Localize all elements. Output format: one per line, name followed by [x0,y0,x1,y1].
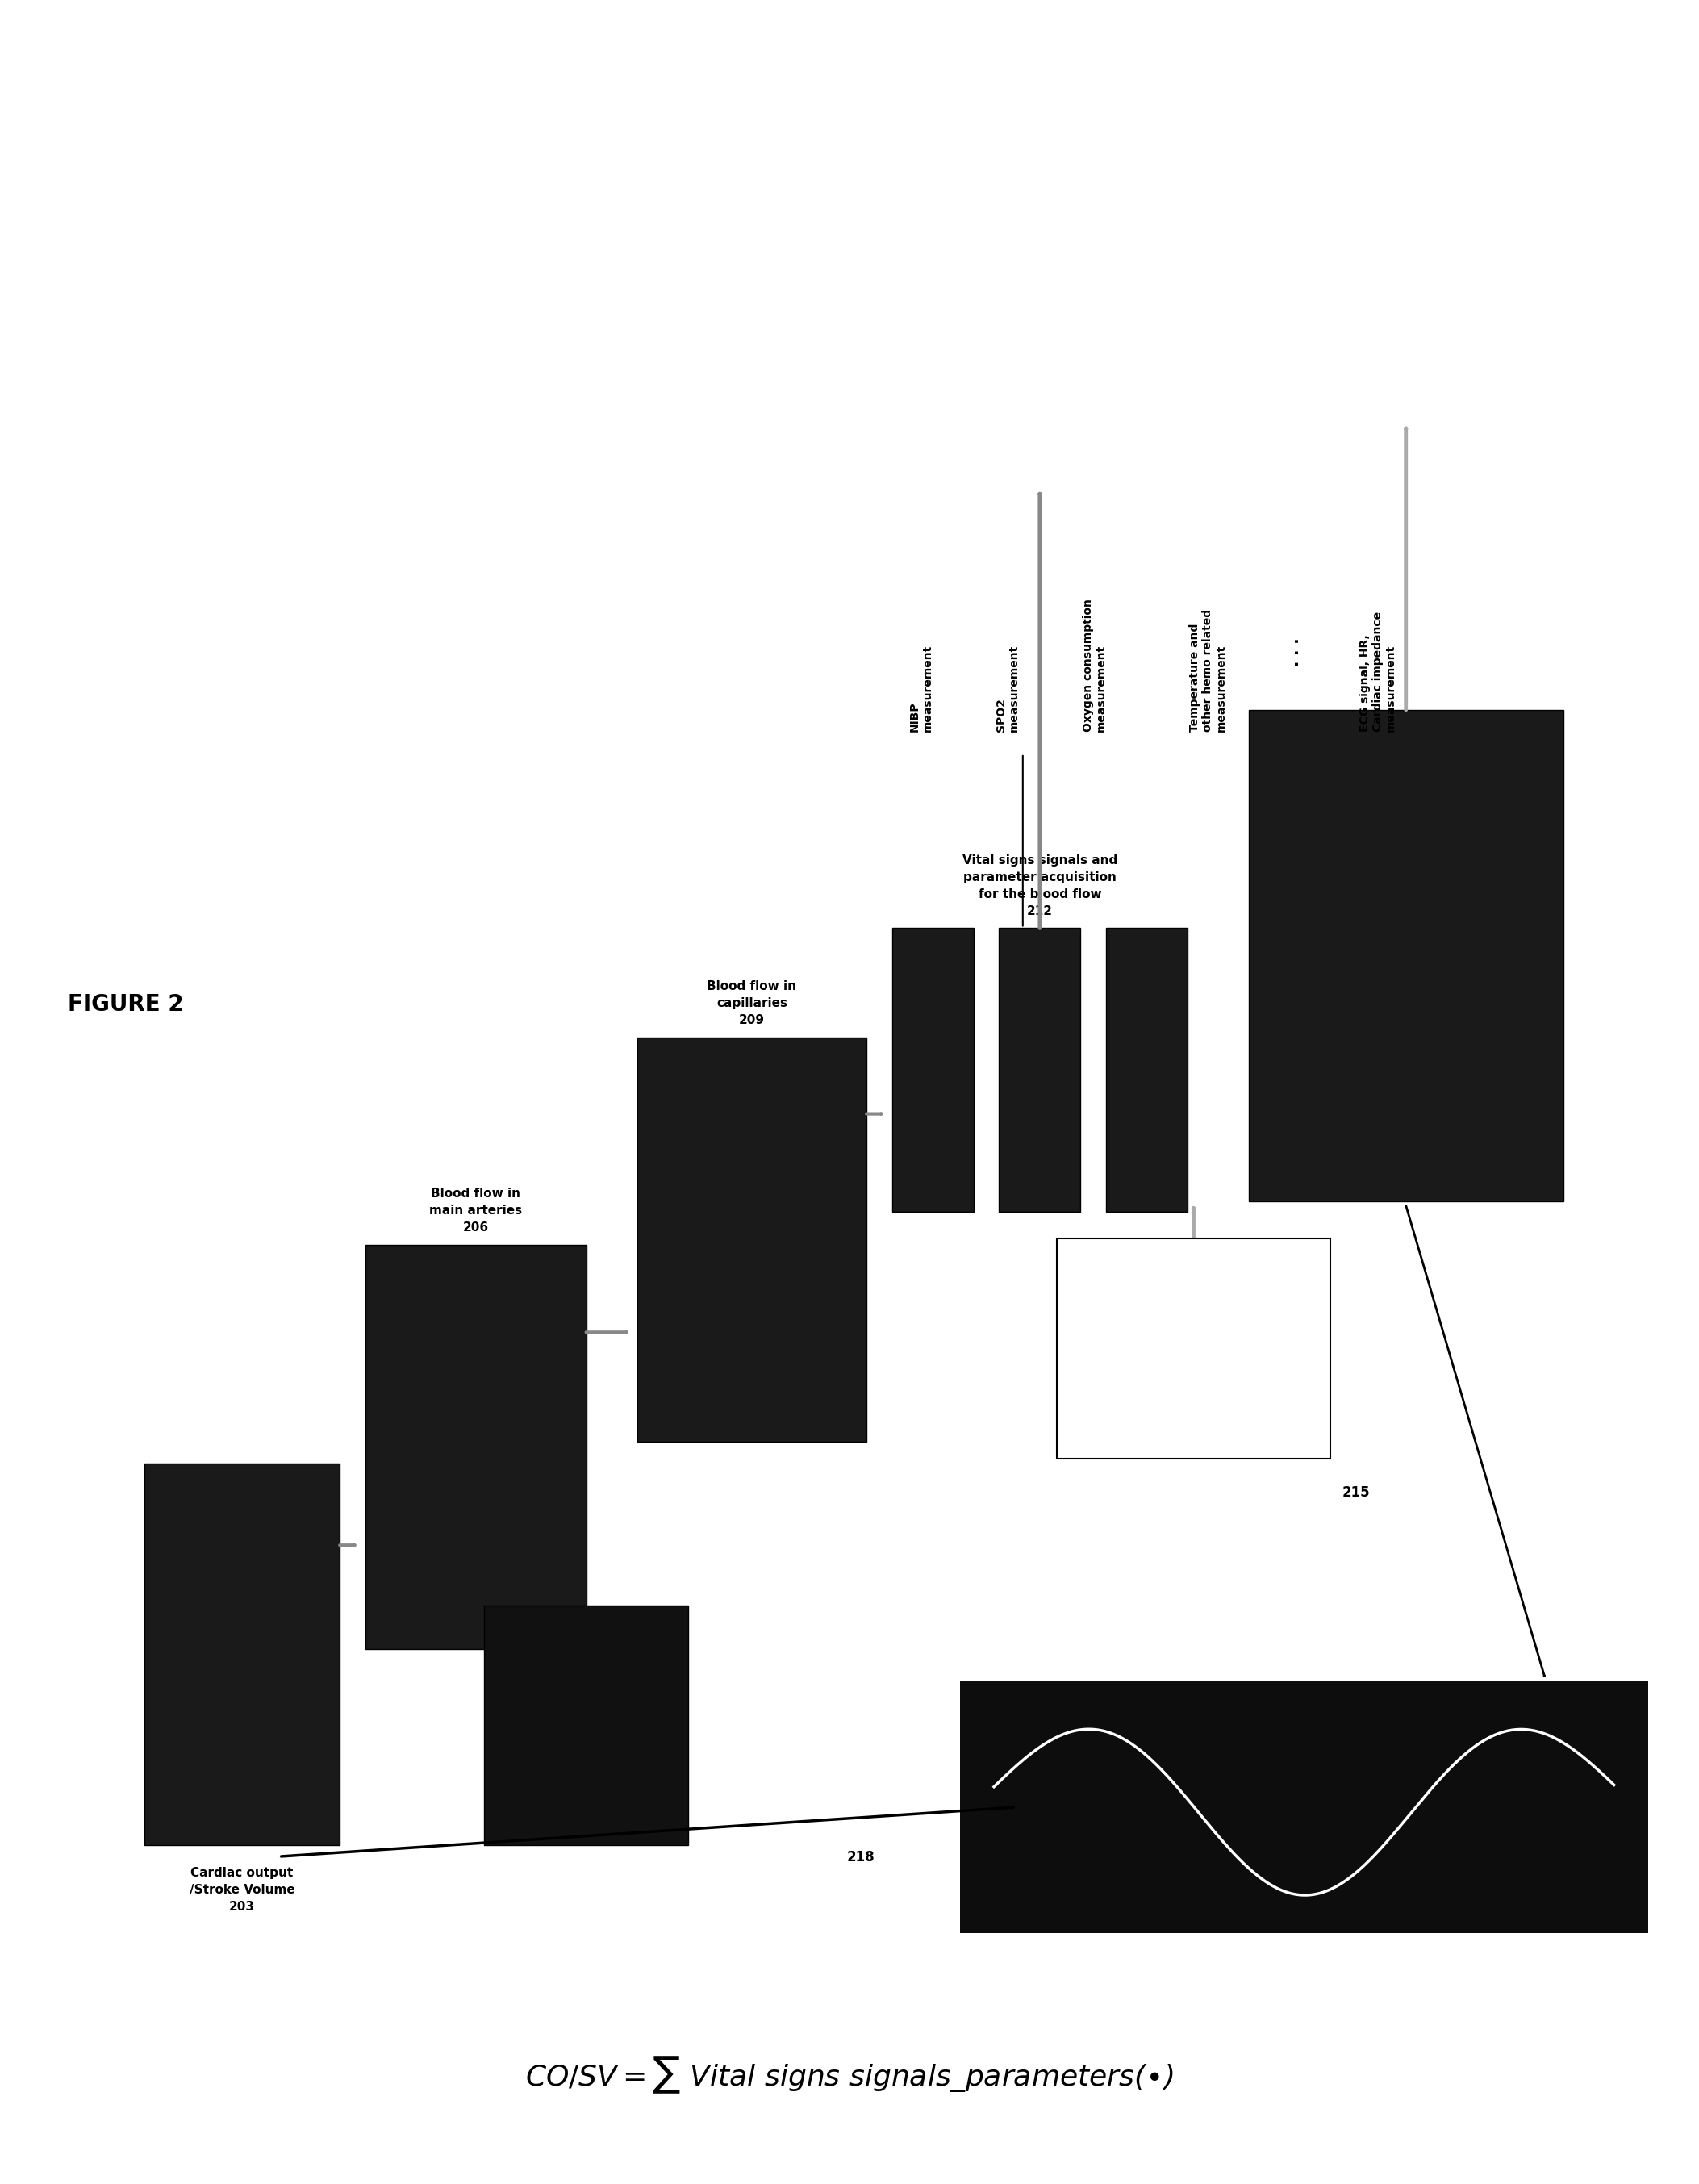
Text: Oxygen consumption
measurement: Oxygen consumption measurement [1082,598,1106,732]
Text: Electrophysiological
signals front end
electronics and
conditioning: Electrophysiological signals front end e… [1133,1324,1254,1374]
Bar [365,1245,586,1649]
Bar [1249,710,1563,1201]
Bar [999,928,1081,1212]
Text: Vital signs signals and
parameter acquisition
for the blood flow
212: Vital signs signals and parameter acquis… [962,854,1118,917]
Text: Cardiac output
/Stroke Volume
203: Cardiac output /Stroke Volume 203 [189,1867,296,1913]
Text: . . .: . . . [1286,638,1303,666]
Text: $\mathit{CO/SV} = \mathbf{\sum}$ Vital signs signals_parameters($\bullet$): $\mathit{CO/SV} = \mathbf{\sum}$ Vital s… [525,2055,1174,2094]
Bar [637,1037,866,1441]
Text: ECG signal, HR,
Cardiac impedance
measurement: ECG signal, HR, Cardiac impedance measur… [1359,612,1397,732]
Text: Blood flow in
capillaries
209: Blood flow in capillaries 209 [707,981,797,1026]
Bar [960,1682,1648,1933]
Text: Temperature and
other hemo related
measurement: Temperature and other hemo related measu… [1189,609,1227,732]
Text: SPO2
measurement: SPO2 measurement [996,644,1019,732]
Text: Blood flow in
main arteries
206: Blood flow in main arteries 206 [430,1188,522,1234]
FancyBboxPatch shape [1057,1238,1330,1459]
Text: NIBP
measurement: NIBP measurement [909,644,933,732]
Bar [1106,928,1188,1212]
Text: 218: 218 [848,1850,875,1865]
Bar [144,1463,340,1845]
Text: FIGURE 2: FIGURE 2 [68,994,183,1016]
Bar [484,1605,688,1845]
Text: 215: 215 [1342,1485,1369,1500]
Bar [892,928,974,1212]
